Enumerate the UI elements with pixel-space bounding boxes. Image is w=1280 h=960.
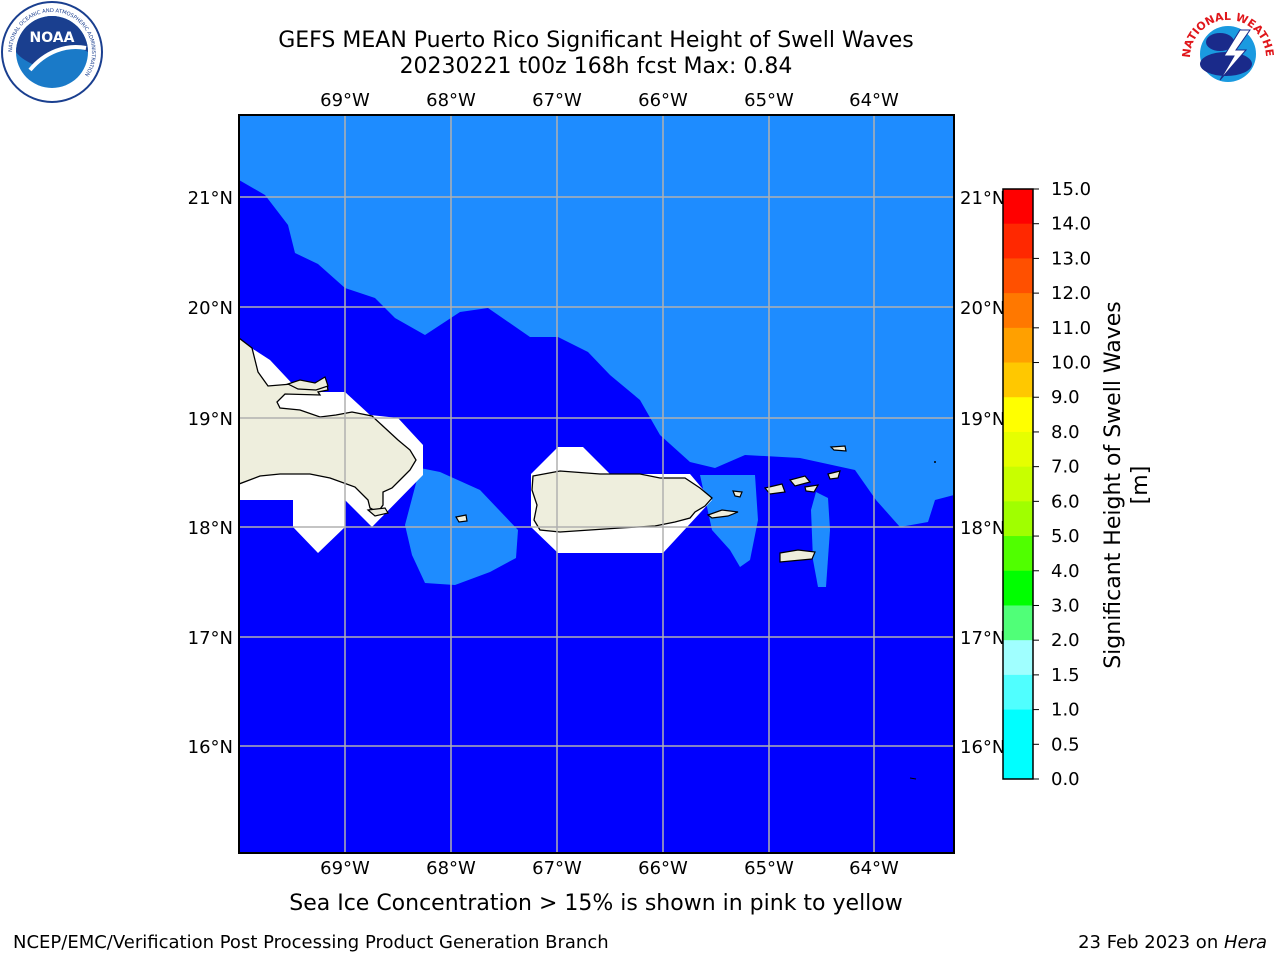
lat-label: 19°N <box>188 409 233 430</box>
colorbar-tick-label: 10.0 <box>1051 353 1091 374</box>
noaa-logo-text: NOAA <box>30 30 75 46</box>
colorbar-swatch <box>1003 293 1033 329</box>
colorbar-tick-label: 5.0 <box>1051 526 1080 547</box>
lon-label: 67°W <box>532 858 582 879</box>
sea-ice-note: Sea Ice Concentration > 15% is shown in … <box>289 891 903 916</box>
footer-date-text: 23 Feb 2023 on <box>1078 932 1224 953</box>
lat-labels-right: 21°N 20°N 19°N 18°N 17°N 16°N <box>960 188 1005 758</box>
colorbar-swatch <box>1003 605 1033 641</box>
colorbar-tick-label: 4.0 <box>1051 561 1080 582</box>
colorbar: 15.0 14.0 13.0 12.0 11.0 10.0 9.0 8.0 7.0 6.0 5.0 4… <box>1002 179 1091 790</box>
lat-label: 18°N <box>188 518 233 539</box>
noaa-logo: NATIONAL OCEANIC AND ATMOSPHERIC ADMINIS… <box>1 1 103 103</box>
footer-branch: NCEP/EMC/Verification Post Processing Pr… <box>13 932 609 953</box>
lat-label: 16°N <box>960 737 1005 758</box>
lat-label: 21°N <box>188 188 233 209</box>
lat-label: 19°N <box>960 409 1005 430</box>
colorbar-tick-label: 12.0 <box>1051 283 1091 304</box>
colorbar-swatch <box>1003 744 1033 780</box>
lon-label: 67°W <box>532 90 582 111</box>
lat-label: 16°N <box>188 737 233 758</box>
colorbar-swatch <box>1003 536 1033 572</box>
colorbar-swatch <box>1003 570 1033 606</box>
colorbar-tick-label: 15.0 <box>1051 179 1091 200</box>
colorbar-tick-label: 8.0 <box>1051 422 1080 443</box>
nws-logo: NATIONAL WEATHER SERVICE <box>1176 0 1278 102</box>
colorbar-tick-label: 3.0 <box>1051 595 1080 616</box>
colorbar-tick-label: 13.0 <box>1051 248 1091 269</box>
colorbar-tick-label: 1.0 <box>1051 700 1080 721</box>
chart-title: GEFS MEAN Puerto Rico Significant Height… <box>278 28 914 53</box>
lon-label: 65°W <box>744 90 794 111</box>
colorbar-swatch <box>1003 501 1033 537</box>
lat-labels-left: 21°N 20°N 19°N 18°N 17°N 16°N <box>188 188 233 758</box>
lon-labels-bottom: 69°W 68°W 67°W 66°W 65°W 64°W <box>320 858 899 879</box>
footer-date: 23 Feb 2023 on Hera <box>1078 932 1267 953</box>
colorbar-tick-label: 6.0 <box>1051 491 1080 512</box>
colorbar-tick-label: 7.0 <box>1051 457 1080 478</box>
colorbar-swatch <box>1003 189 1033 225</box>
lon-label: 69°W <box>320 90 370 111</box>
land-puerto-rico <box>531 470 713 533</box>
colorbar-swatch <box>1003 674 1033 711</box>
lat-label: 21°N <box>960 188 1005 209</box>
graticule <box>239 115 954 853</box>
lon-label: 64°W <box>849 858 899 879</box>
lon-label: 68°W <box>426 858 476 879</box>
lat-label: 17°N <box>960 628 1005 649</box>
chart-subtitle: 20230221 t00z 168h fcst Max: 0.84 <box>399 54 793 79</box>
swell-band-east-pr <box>700 475 758 567</box>
colorbar-tick-label: 9.0 <box>1051 387 1080 408</box>
lat-label: 20°N <box>188 298 233 319</box>
footer-machine: Hera <box>1223 932 1267 953</box>
lat-label: 20°N <box>960 298 1005 319</box>
swell-band-thin <box>811 492 830 587</box>
colorbar-frame <box>1002 188 1034 780</box>
lat-label: 18°N <box>960 518 1005 539</box>
colorbar-label: Significant Height of Swell Waves [m] <box>1101 301 1153 669</box>
lon-label: 64°W <box>849 90 899 111</box>
lon-label: 68°W <box>426 90 476 111</box>
lat-label: 17°N <box>188 628 233 649</box>
map-frame <box>238 114 955 854</box>
lon-label: 66°W <box>638 858 688 879</box>
colorbar-tick-label: 1.5 <box>1051 665 1080 686</box>
colorbar-swatch <box>1003 258 1033 294</box>
colorbar-tick-label: 11.0 <box>1051 318 1091 339</box>
swell-band-north <box>239 115 954 527</box>
colorbar-swatch <box>1003 431 1033 468</box>
lon-label: 65°W <box>744 858 794 879</box>
colorbar-swatch <box>1003 223 1033 259</box>
colorbar-tick-label: 2.0 <box>1051 630 1080 651</box>
colorbar-swatch <box>1003 327 1033 364</box>
colorbar-swatch <box>1003 362 1033 398</box>
colorbar-swatch <box>1003 466 1033 502</box>
colorbar-tick-label: 14.0 <box>1051 214 1091 235</box>
lon-label: 66°W <box>638 90 688 111</box>
colorbar-tick-label: 0.0 <box>1051 769 1080 790</box>
colorbar-swatch <box>1003 640 1033 676</box>
lon-labels-top: 69°W 68°W 67°W 66°W 65°W 64°W <box>320 90 899 111</box>
lon-label: 69°W <box>320 858 370 879</box>
colorbar-tick-label: 0.5 <box>1051 734 1080 755</box>
colorbar-swatch <box>1003 397 1033 433</box>
colorbar-swatch <box>1003 709 1033 745</box>
